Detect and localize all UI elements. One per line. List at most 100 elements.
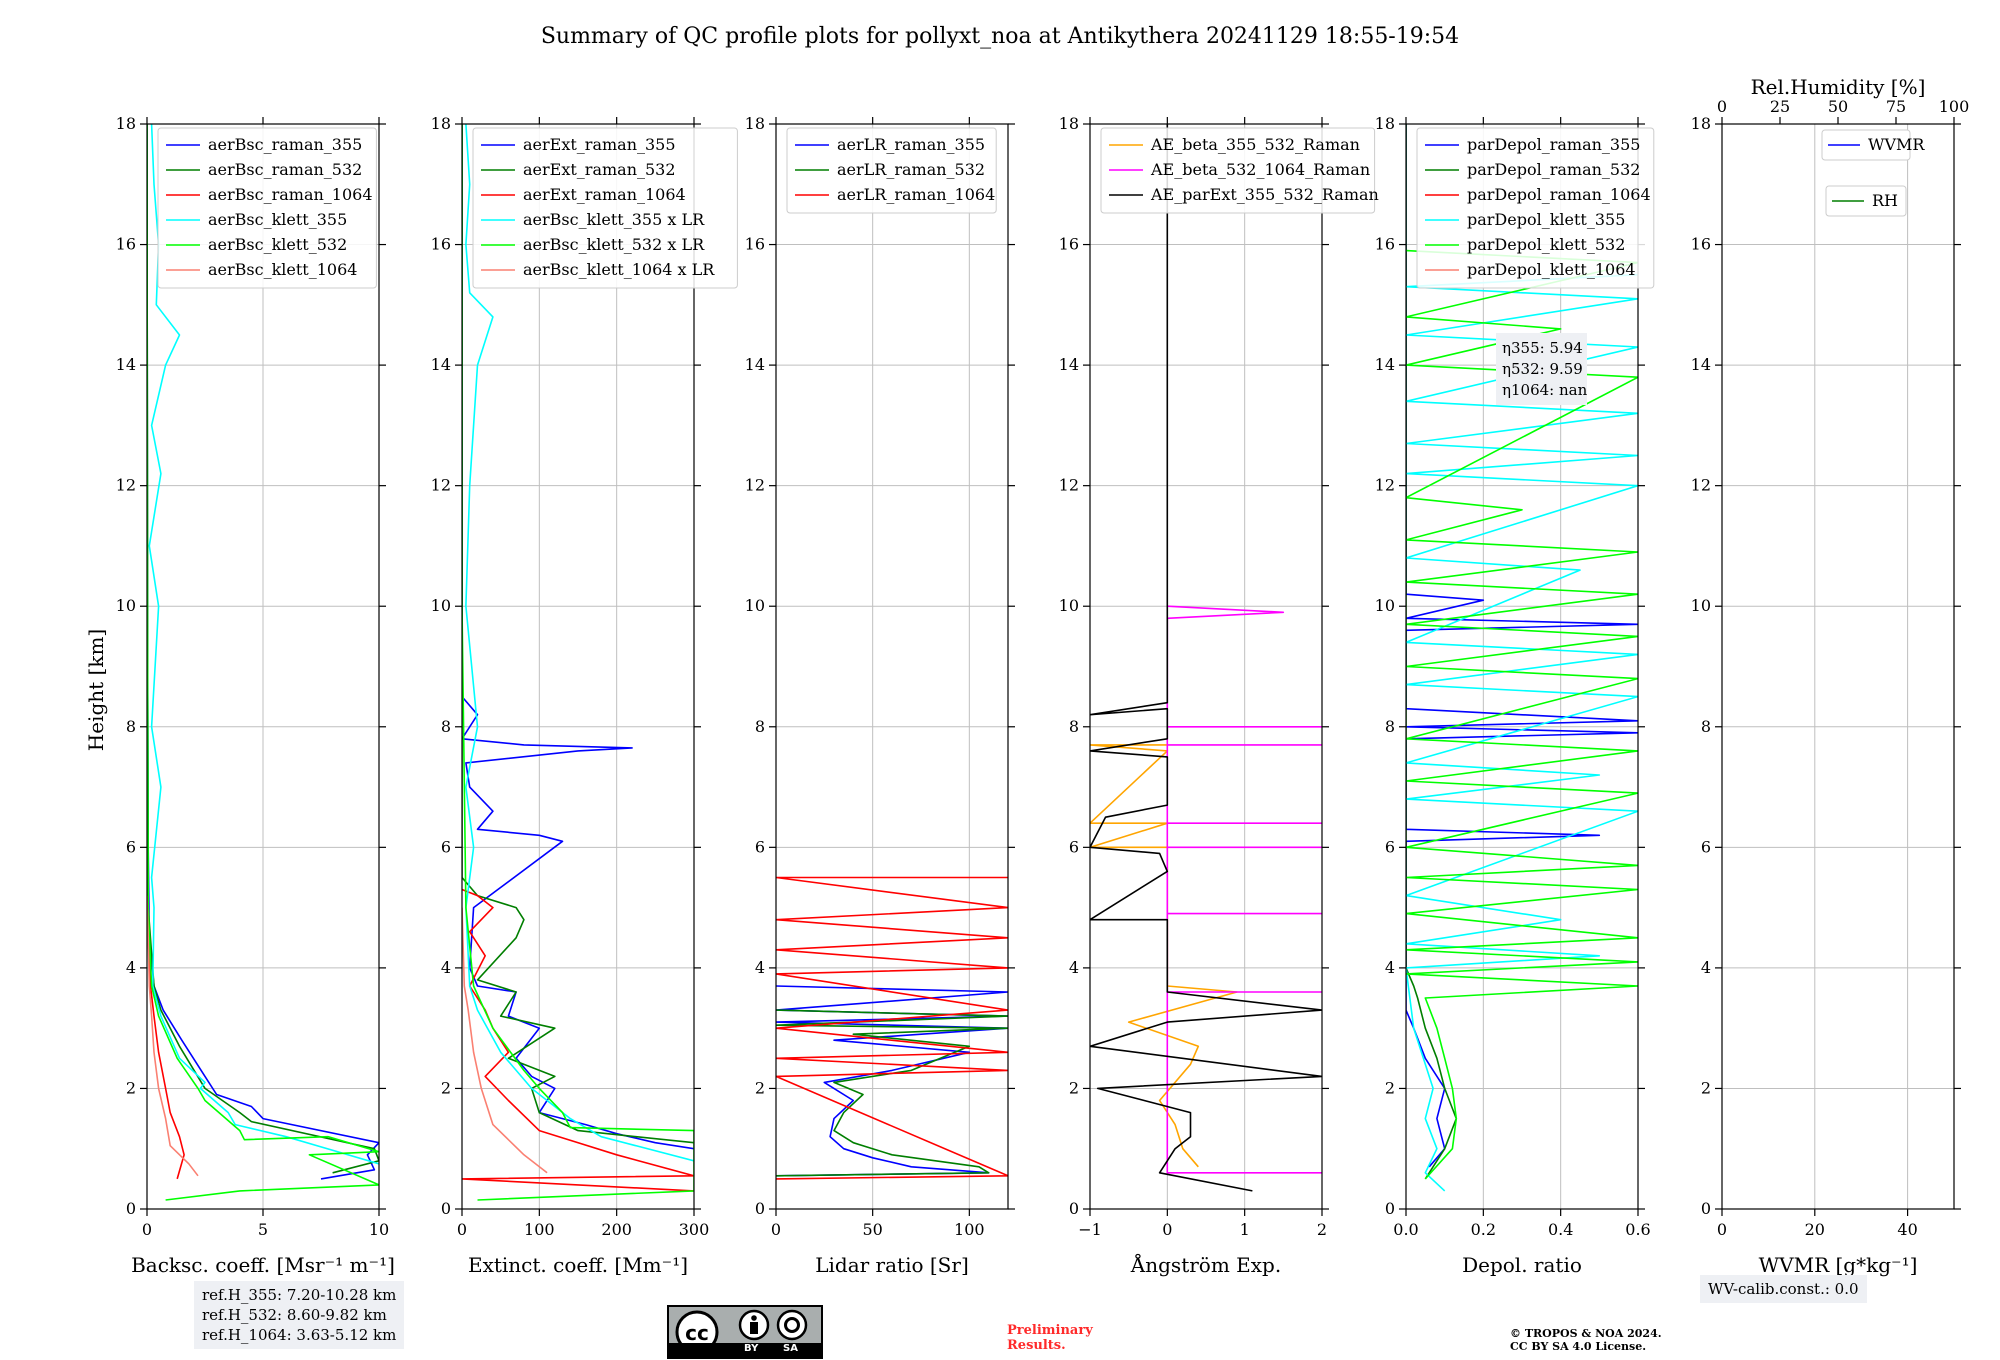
y-tick-label-6: 12 (1691, 476, 1711, 495)
series-line-parDepol_raman_532 (1406, 124, 1458, 1180)
top-x-axis-label: Rel.Humidity [%] (1751, 75, 1926, 99)
x-axis-label: Depol. ratio (1462, 1253, 1582, 1277)
x-tick-label-2: 200 (601, 1220, 632, 1239)
y-tick-label-9: 18 (1059, 114, 1079, 133)
y-tick-label-5: 10 (116, 596, 136, 615)
legend-box-WVMR: WVMR (1821, 129, 1925, 161)
legend-label-1: aerExt_raman_532 (523, 160, 676, 179)
series-line-aerExt_raman_532 (462, 124, 694, 1144)
series-line-AE_parExt_355_532_Raman (1090, 124, 1322, 1192)
y-tick-label-7: 14 (116, 355, 136, 374)
x-axis-label: Extinct. coeff. [Mm⁻¹] (468, 1253, 688, 1277)
preliminary-results-note: Preliminary Results. (1007, 1323, 1093, 1353)
x-tick-label-2: 100 (954, 1220, 985, 1239)
series-line-parDepol_klett_532 (1406, 249, 1638, 1180)
ref-height-532: ref.H_532: 8.60-9.82 km (202, 1306, 387, 1324)
legend-label-0: aerBsc_raman_355 (208, 135, 362, 154)
legend: AE_beta_355_532_Raman AE_beta_532_1064_Ra… (1100, 127, 1379, 214)
y-tick-label-9: 18 (1375, 114, 1395, 133)
y-tick-label-1: 2 (441, 1078, 451, 1097)
y-tick-label-3: 6 (441, 837, 451, 856)
x-tick-label-0: 0 (457, 1220, 467, 1239)
legend-label-0: aerLR_raman_355 (837, 135, 985, 154)
y-tick-label-7: 14 (745, 355, 765, 374)
legend-label-4: aerBsc_klett_532 x LR (523, 235, 705, 254)
series-line-parDepol_klett_355 (1406, 273, 1638, 1192)
y-tick-label-6: 12 (1059, 476, 1079, 495)
x-tick-label-0: 0 (771, 1220, 781, 1239)
legend-label-2: aerBsc_raman_1064 (208, 185, 373, 204)
y-tick-label-2: 4 (441, 958, 451, 977)
top-x-tick-label-1: 25 (1770, 97, 1790, 116)
legend-label-0: aerExt_raman_355 (523, 135, 676, 154)
x-axis-label: Backsc. coeff. [Msr⁻¹ m⁻¹] (131, 1253, 395, 1277)
sa-icon-arc (784, 1317, 800, 1333)
by-icon-body (750, 1322, 758, 1334)
y-tick-label-4: 8 (1069, 717, 1079, 736)
y-tick-label-0: 0 (126, 1199, 136, 1218)
axes-frame (775, 123, 1009, 1210)
cc-license-badge[interactable]: cc BY SA (667, 1305, 823, 1359)
x-tick-label-1: 0 (1162, 1220, 1172, 1239)
y-tick-label-1: 2 (755, 1078, 765, 1097)
legend: aerLR_raman_355 aerLR_raman_532 aerLR_rama… (786, 127, 997, 214)
legend-label-5: aerBsc_klett_1064 (208, 260, 357, 279)
x-tick-label-0: 0 (1717, 1220, 1727, 1239)
y-tick-label-8: 16 (116, 235, 136, 254)
series-line-aerExt_raman_355 (462, 124, 694, 1150)
preliminary-line-2: Results. (1007, 1338, 1066, 1353)
y-tick-label-7: 14 (1059, 355, 1079, 374)
y-tick-label-8: 16 (1059, 235, 1079, 254)
y-tick-label-4: 8 (126, 717, 136, 736)
y-tick-label-2: 4 (126, 958, 136, 977)
x-tick-label-1: 0.2 (1471, 1220, 1496, 1239)
y-tick-label-1: 2 (1385, 1078, 1395, 1097)
series-group (1406, 124, 1638, 1192)
y-tick-label-6: 12 (116, 476, 136, 495)
x-tick-label-1: 20 (1805, 1220, 1825, 1239)
y-tick-label-2: 4 (755, 958, 765, 977)
eta-annotation: η355: 5.94 η532: 9.59 η1064: nan (1496, 333, 1588, 405)
y-tick-label-5: 10 (1059, 596, 1079, 615)
series-line-aerBsc_klett_532 x LR (462, 124, 694, 1201)
y-tick-label-1: 2 (1069, 1078, 1079, 1097)
eta-line-2: η1064: nan (1502, 381, 1588, 399)
y-tick-label-4: 8 (1701, 717, 1711, 736)
x-tick-label-1: 50 (862, 1220, 882, 1239)
copyright-line-1: © TROPOS & NOA 2024. (1510, 1327, 1662, 1340)
series-line-aerLR_raman_1064 (776, 876, 1008, 1180)
legend-label-3: parDepol_klett_355 (1467, 210, 1625, 229)
panel-depol: 0.0 0.2 0.4 0.6 0 2 4 6 8 10 12 14 16 18 Depol. ratio p… (1375, 114, 1655, 1277)
x-tick-label-2: 10 (369, 1220, 389, 1239)
series-line-aerBsc_klett_1064 x LR (462, 907, 548, 1174)
legend-label-1: aerBsc_raman_532 (208, 160, 362, 179)
y-tick-label-0: 0 (1701, 1199, 1711, 1218)
legend-label-3: aerBsc_klett_355 x LR (523, 210, 705, 229)
y-tick-label-4: 8 (1385, 717, 1395, 736)
cc-logo-icon (675, 1310, 719, 1343)
y-tick-label-8: 16 (1375, 235, 1395, 254)
x-tick-label-3: 2 (1317, 1220, 1327, 1239)
wv-calibration-box: WV-calib.const.: 0.0 (1700, 1275, 1867, 1303)
y-tick-label-6: 12 (431, 476, 451, 495)
x-tick-label-3: 300 (679, 1220, 710, 1239)
x-tick-label-2: 40 (1897, 1220, 1917, 1239)
x-tick-label-2: 0.4 (1548, 1220, 1573, 1239)
axes-frame (1405, 123, 1639, 1210)
y-tick-label-3: 6 (1385, 837, 1395, 856)
legend-frame (1821, 129, 1911, 161)
legend-label-2: aerLR_raman_1064 (837, 185, 995, 204)
panel-extinction: 0 100 200 300 0 2 4 6 8 10 12 14 16 18 Extinct. coeff.… (431, 114, 738, 1277)
reference-heights-box: ref.H_355: 7.20-10.28 km ref.H_532: 8.60… (194, 1281, 405, 1349)
ref-height-355: ref.H_355: 7.20-10.28 km (202, 1286, 397, 1304)
y-tick-label-6: 12 (1375, 476, 1395, 495)
y-tick-label-9: 18 (745, 114, 765, 133)
figure-title: Summary of QC profile plots for pollyxt_… (541, 24, 1459, 49)
legend-label-5: aerBsc_klett_1064 x LR (523, 260, 715, 279)
legend-label-5: parDepol_klett_1064 (1467, 260, 1636, 279)
top-x-tick-label-3: 75 (1886, 97, 1906, 116)
legend-frame (1825, 185, 1907, 217)
legend-label-RH: RH (1872, 191, 1898, 210)
legend-box-RH: RH (1825, 185, 1907, 217)
series-line-parDepol_raman_355 (1406, 124, 1638, 1168)
